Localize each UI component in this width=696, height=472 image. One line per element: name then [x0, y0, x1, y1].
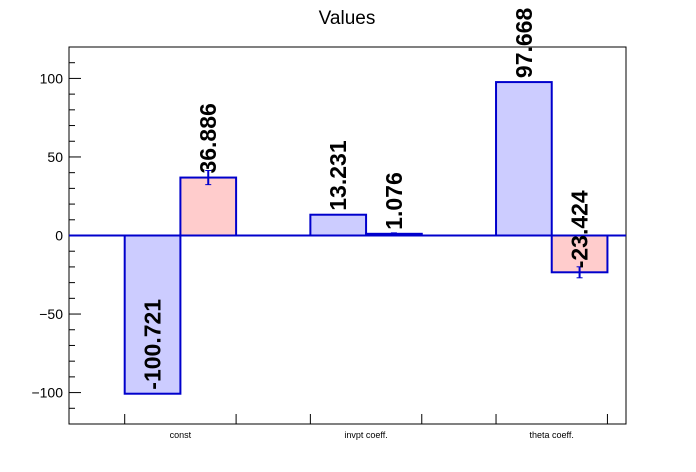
chart-title: Values — [319, 8, 376, 29]
x-axis: const invpt coeff. theta coeff. — [124, 414, 608, 440]
data-label: -100.721 — [140, 299, 166, 390]
data-label: -23.424 — [567, 190, 593, 268]
data-label: 97.668 — [511, 8, 537, 79]
bar — [550, 234, 609, 274]
y-tick-label: −100 — [31, 385, 63, 401]
data-label: 13.231 — [325, 140, 351, 211]
y-tick-label: 50 — [47, 149, 63, 165]
y-axis: −100 −50 0 50 100 — [31, 46, 81, 425]
bars — [123, 81, 609, 395]
y-tick-label: 0 — [55, 228, 63, 244]
data-labels: -100.721 13.231 97.668 36.886 1.076 -23.424 — [140, 8, 593, 390]
y-tick-label: 100 — [40, 70, 64, 86]
x-tick-label: theta coeff. — [530, 430, 574, 440]
data-label: 36.886 — [195, 103, 221, 173]
bar — [309, 213, 368, 237]
x-tick-label: const — [170, 430, 192, 440]
y-tick-label: −50 — [39, 306, 63, 322]
data-label: 1.076 — [381, 172, 407, 230]
bar — [123, 234, 182, 395]
bar — [179, 176, 238, 237]
x-tick-label: invpt coeff. — [344, 430, 387, 440]
bar — [495, 81, 553, 237]
